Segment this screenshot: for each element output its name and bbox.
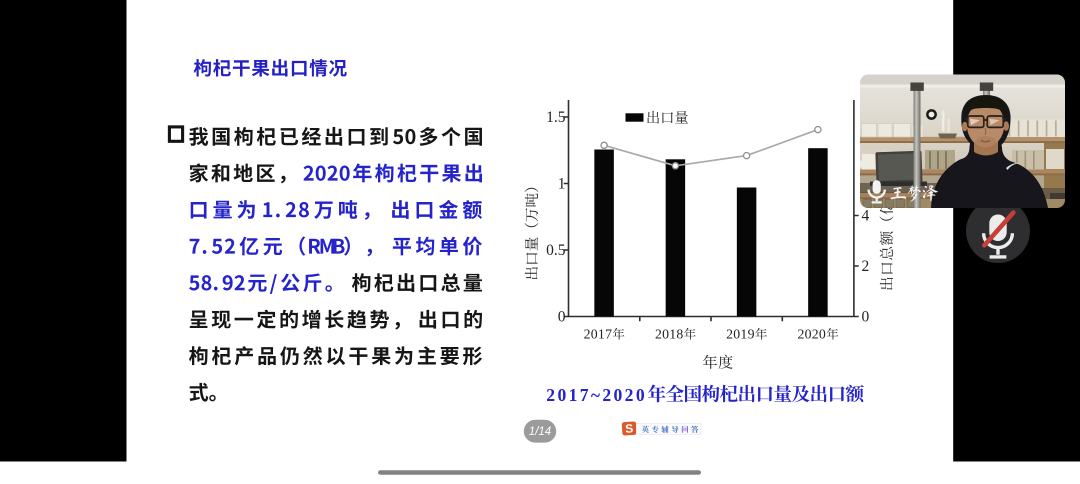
svg-text:2: 2 xyxy=(862,258,870,275)
svg-text:0: 0 xyxy=(558,309,566,326)
svg-text:0: 0 xyxy=(862,309,870,326)
svg-text:1.5: 1.5 xyxy=(546,109,566,126)
svg-text:2020: 2020 xyxy=(797,327,826,342)
svg-text:0.5: 0.5 xyxy=(546,242,566,259)
svg-text:2019: 2019 xyxy=(726,327,755,342)
svg-text:4: 4 xyxy=(862,208,870,225)
svg-text:2017~2020: 2017~2020 xyxy=(546,385,647,405)
svg-text:1/14: 1/14 xyxy=(529,426,551,438)
svg-text:2017: 2017 xyxy=(584,327,613,342)
svg-text:S: S xyxy=(625,421,634,436)
svg-text:1: 1 xyxy=(558,176,566,193)
svg-text:2018: 2018 xyxy=(655,327,684,342)
